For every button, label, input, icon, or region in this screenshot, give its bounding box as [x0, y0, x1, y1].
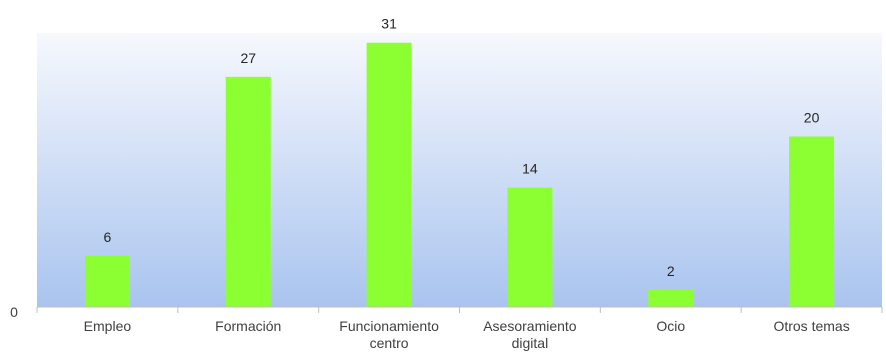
- category-label-1: Formación: [215, 318, 281, 334]
- value-label-0: 6: [104, 229, 112, 245]
- category-labels-group: Empleo Formación Funcionamiento centro Aseso…: [84, 318, 850, 351]
- bars-group: [84, 42, 835, 307]
- category-label-line: centro: [370, 335, 409, 351]
- bar-1: [225, 76, 271, 307]
- bar-0: [84, 255, 130, 307]
- value-label-3: 14: [522, 161, 538, 177]
- category-label-line: Ocio: [656, 318, 685, 334]
- bar-3: [507, 187, 553, 307]
- bar-5: [789, 136, 835, 307]
- category-label-0: Empleo: [84, 318, 132, 334]
- category-label-line: Formación: [215, 318, 281, 334]
- category-label-5: Otros temas: [773, 318, 849, 334]
- bar-4: [648, 289, 694, 307]
- x-axis-ticks: [36, 307, 883, 313]
- value-label-5: 20: [804, 109, 820, 125]
- value-labels-group: 6 27 31 14 2 20: [104, 16, 820, 279]
- category-label-4: Ocio: [656, 318, 685, 334]
- category-label-line: Asesoramiento: [483, 318, 577, 334]
- value-label-1: 27: [240, 50, 256, 66]
- plot-area: [37, 33, 882, 307]
- category-label-2: Funcionamiento centro: [339, 318, 439, 351]
- category-label-line: digital: [512, 335, 549, 351]
- category-label-line: Empleo: [84, 318, 132, 334]
- category-label-line: Otros temas: [773, 318, 849, 334]
- y-tick-label-0: 0: [10, 304, 18, 320]
- value-label-4: 2: [667, 263, 675, 279]
- category-label-line: Funcionamiento: [339, 318, 439, 334]
- category-label-3: Asesoramiento digital: [483, 318, 577, 351]
- bar-2: [366, 42, 412, 307]
- value-label-2: 31: [381, 16, 397, 32]
